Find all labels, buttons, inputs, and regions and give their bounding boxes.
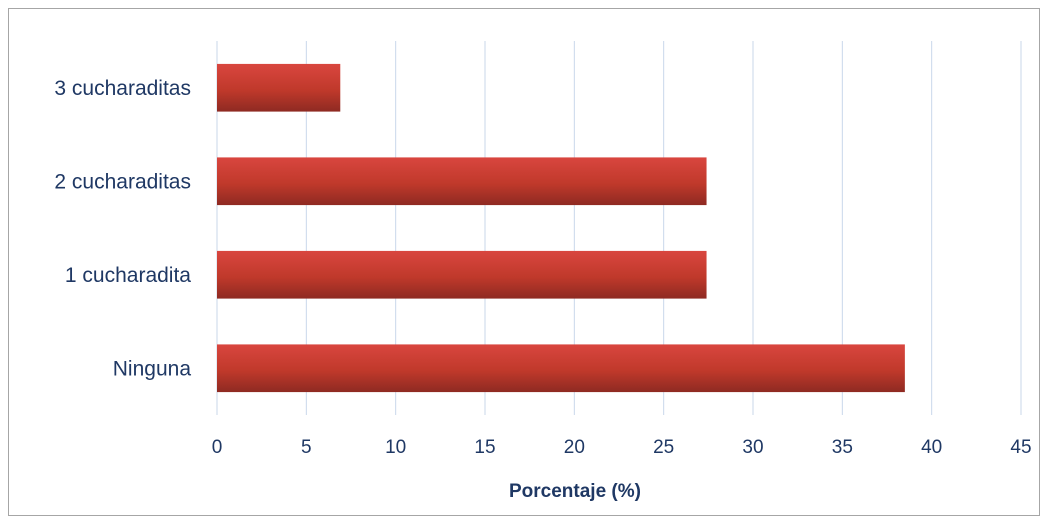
- x-tick-label: 0: [212, 437, 223, 458]
- bar: [217, 157, 707, 206]
- x-tick-label: 10: [385, 437, 406, 458]
- category-label: 2 cucharaditas: [54, 170, 191, 193]
- category-label: Ninguna: [113, 357, 192, 380]
- bars: [217, 63, 905, 393]
- x-tick-label: 5: [301, 437, 312, 458]
- x-tick-label: 35: [832, 437, 853, 458]
- x-tick-label: 25: [653, 437, 674, 458]
- bar: [217, 63, 341, 112]
- x-tick-label: 15: [474, 437, 495, 458]
- x-tick-label: 30: [742, 437, 763, 458]
- category-label: 3 cucharaditas: [54, 77, 191, 100]
- x-tick-label: 20: [564, 437, 585, 458]
- x-axis-title: Porcentaje (%): [509, 481, 641, 502]
- x-tick-label: 40: [921, 437, 942, 458]
- category-labels: 3 cucharaditas 2 cucharaditas 1 cucharadit…: [54, 77, 191, 381]
- x-tick-label: 45: [1010, 437, 1031, 458]
- bar: [217, 344, 905, 393]
- category-label: 1 cucharadita: [65, 264, 191, 287]
- x-tick-labels: 0 5 10 15 20 25 30 35 40 45: [212, 437, 1032, 458]
- bar: [217, 250, 707, 299]
